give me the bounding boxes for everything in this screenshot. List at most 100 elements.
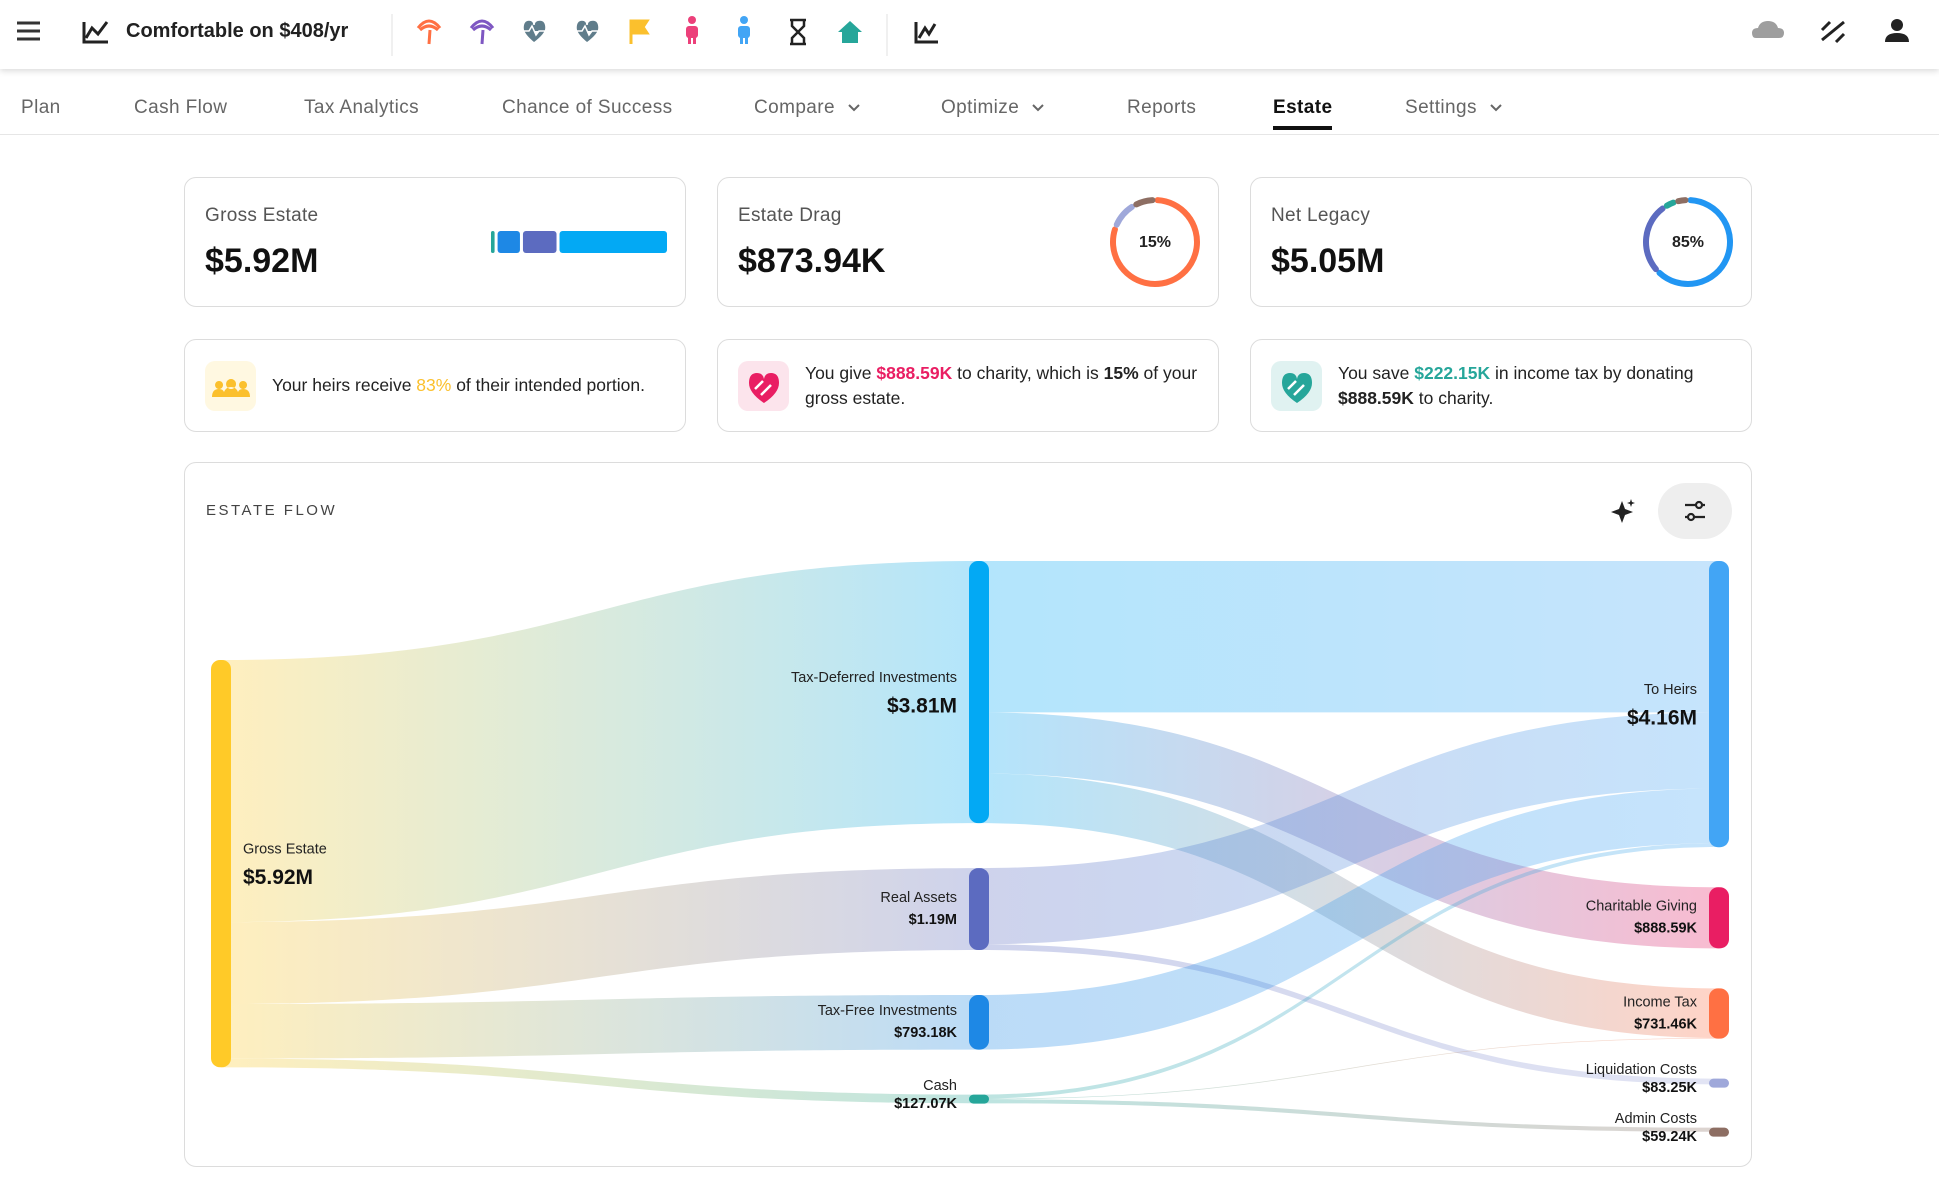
menu-button[interactable] [17, 21, 40, 41]
sankey: ESTATE FLOW Gross Estate $5.92M Tax-Deferr… [206, 483, 1732, 1145]
icon [211, 378, 250, 397]
node-name: To Heirs [1644, 682, 1697, 698]
flow-link [221, 995, 979, 1059]
donut-segment [1663, 199, 1677, 209]
nav-tab[interactable]: Chance of Success [502, 97, 673, 119]
text-run: 15% [1103, 362, 1139, 383]
donut-segment [1113, 203, 1135, 228]
summary-card: Estate Drag $873.94K 15% [717, 177, 1219, 307]
flow-node [969, 995, 989, 1050]
tools-icon[interactable] [1820, 20, 1846, 44]
health-icon[interactable] [522, 19, 547, 44]
nav-tab[interactable]: Reports [1127, 97, 1196, 119]
flow-link [221, 868, 979, 1004]
nav-tab[interactable]: Optimize [941, 97, 1045, 119]
node-name: Tax-Deferred Investments [791, 670, 957, 686]
flow-link [221, 1058, 979, 1104]
text-run: $888.59K [876, 362, 953, 383]
cloud-icon[interactable] [1752, 21, 1784, 38]
flow-link [979, 843, 1719, 1099]
hourglass-icon[interactable] [790, 18, 806, 46]
text-run: of your gross estate. [805, 362, 1198, 408]
bar-segment [559, 231, 667, 253]
nav-tab[interactable]: Estate [1273, 97, 1333, 130]
nav-tab[interactable]: Cash Flow [134, 97, 227, 119]
top-bar: Comfortable on $408/yr [0, 0, 1939, 69]
donut: 85% [1643, 197, 1733, 287]
flow-node [1709, 1127, 1729, 1137]
text-run: $222.15K [1414, 362, 1491, 383]
bar-segment [497, 231, 520, 253]
tab-label: Plan [21, 97, 61, 118]
tab-label: Reports [1127, 97, 1197, 118]
node-name: Admin Costs [1615, 1111, 1697, 1127]
flow-link [979, 1099, 1719, 1132]
person-icon[interactable] [686, 16, 698, 44]
icon [1281, 372, 1312, 403]
flow-node [969, 868, 989, 950]
nav-tab[interactable]: Plan [21, 97, 61, 119]
insight-card: You save $222.15K in income tax by donat… [1250, 339, 1752, 432]
dropdown-chevron [1032, 104, 1044, 112]
flow-link [979, 1037, 1719, 1100]
node-name: Tax-Free Investments [818, 1003, 957, 1019]
text-run: Your heirs receive [272, 375, 417, 395]
person-icon[interactable] [738, 16, 750, 44]
chevron [1032, 104, 1044, 112]
card-label: Gross Estate [205, 205, 319, 226]
palm-icon[interactable] [469, 19, 495, 45]
bar-segment [522, 231, 557, 253]
flow-link [979, 561, 1719, 713]
flow-link [221, 561, 979, 923]
nav-tab[interactable]: Tax Analytics [304, 97, 419, 119]
icon-shape [1281, 372, 1312, 403]
tab-label: Optimize [941, 97, 1020, 118]
node-value: $59.24K [1642, 1129, 1697, 1145]
filter-button[interactable] [1658, 483, 1732, 539]
card-value: $5.05M [1271, 242, 1385, 280]
insight: You give $888.59K to charity, which is 1… [718, 340, 1218, 431]
donut-segment [1110, 197, 1200, 287]
node-name: Real Assets [880, 890, 957, 906]
donut: 15% [1110, 197, 1200, 287]
flow-node [211, 660, 231, 1068]
node-value: $127.07K [894, 1096, 957, 1112]
node-value: $3.81M [887, 695, 957, 718]
health-icon[interactable] [575, 19, 600, 44]
text-run: to charity, which is [952, 362, 1104, 383]
account-icon[interactable] [1885, 19, 1909, 42]
card-value: $5.92M [205, 242, 319, 280]
node-name: Charitable Giving [1586, 899, 1697, 915]
flow-node [1709, 988, 1729, 1039]
text-run: $888.59K [1338, 387, 1414, 408]
flow-node [969, 561, 989, 824]
insight-text: Your heirs receive 83% of their intended… [272, 373, 645, 398]
tab-label: Chance of Success [502, 97, 673, 118]
flow-link [979, 944, 1719, 1085]
analysis-icon[interactable] [914, 22, 938, 44]
home-icon[interactable] [838, 21, 862, 43]
icon-shape [211, 378, 250, 397]
node-value: $731.46K [1634, 1016, 1697, 1032]
nav-tab[interactable]: Compare [754, 97, 861, 119]
goal-icon[interactable] [629, 19, 650, 44]
node-name: Cash [923, 1078, 957, 1094]
ai-button[interactable] [1611, 499, 1635, 523]
tab-label: Cash Flow [134, 97, 228, 118]
summary-card: Gross Estate $5.92M [184, 177, 686, 307]
donut-label: 15% [1139, 234, 1171, 251]
card-value: $873.94K [738, 242, 886, 280]
insight-icon [1271, 360, 1322, 411]
flow-node [1709, 561, 1729, 848]
nav-tab[interactable]: Settings [1405, 97, 1503, 119]
flow-link [979, 788, 1719, 1050]
summary-card: Net Legacy $5.05M 85% [1250, 177, 1752, 307]
chart-icon [82, 21, 109, 44]
dropdown-chevron [1490, 104, 1502, 112]
insight-icon [738, 360, 789, 411]
text-run: You save [1338, 362, 1415, 383]
insight-card: Your heirs receive 83% of their intended… [184, 339, 686, 432]
palm-icon[interactable] [416, 19, 442, 45]
node-value: $5.92M [243, 866, 313, 889]
chevron [848, 104, 860, 112]
